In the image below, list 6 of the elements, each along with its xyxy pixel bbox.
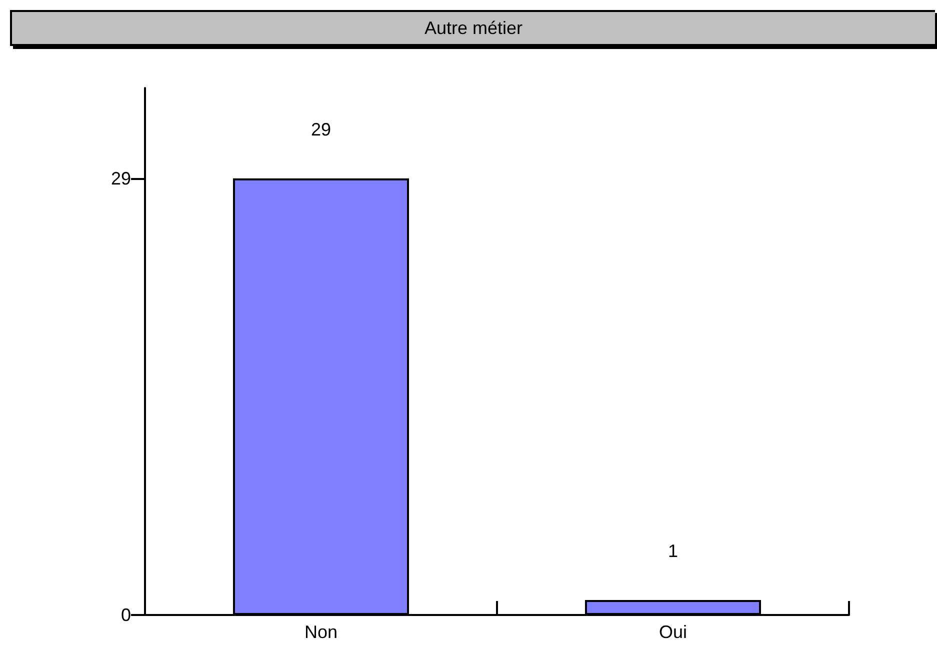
chart-title: Autre métier bbox=[10, 10, 935, 46]
y-tick-label: 0 bbox=[120, 605, 131, 625]
x-tick-label: Non bbox=[304, 622, 338, 642]
x-tick-label: Oui bbox=[658, 622, 688, 642]
data-label: 29 bbox=[310, 119, 332, 140]
data-label: 1 bbox=[668, 540, 678, 561]
